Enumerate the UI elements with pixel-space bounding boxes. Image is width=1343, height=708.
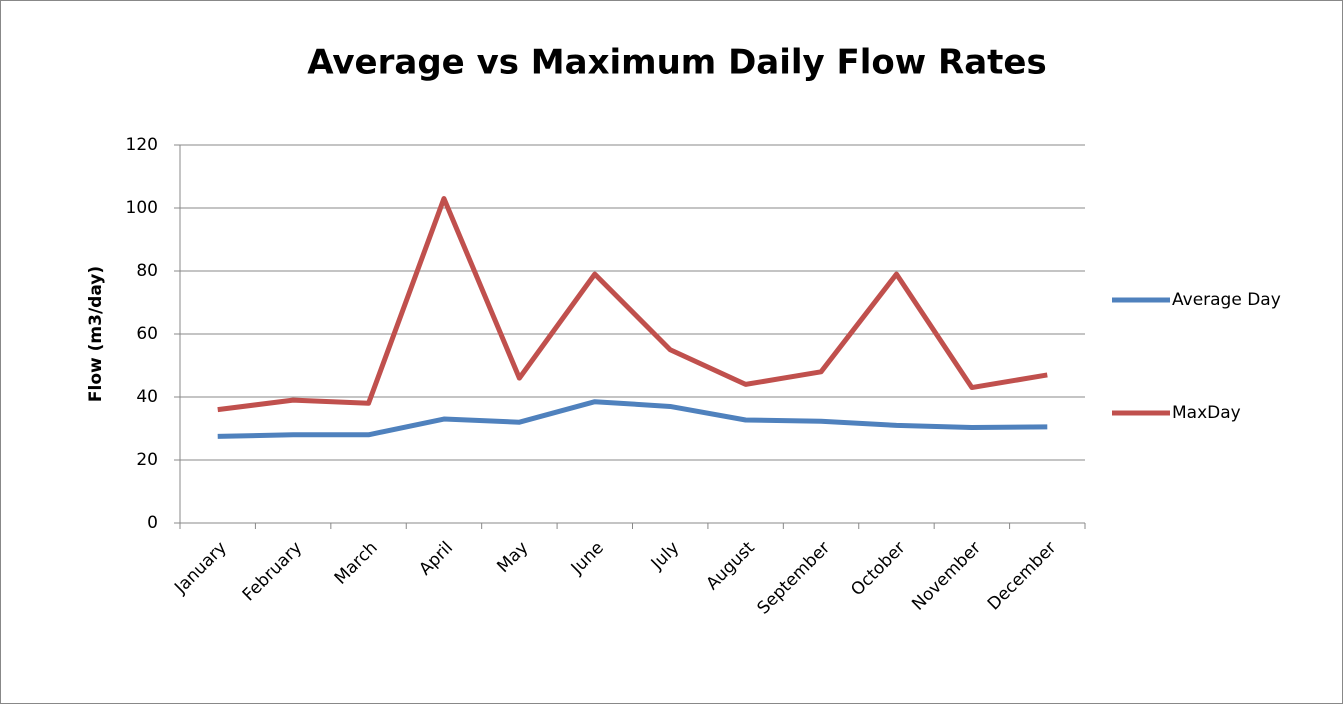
y-tick-label: 60	[136, 324, 158, 344]
y-tick-label: 40	[136, 387, 158, 407]
y-axis-label: Flow (m3/day)	[86, 266, 106, 402]
series-line	[217, 399, 1048, 439]
legend-label: MaxDay	[1172, 403, 1241, 423]
legend-label: Average Day	[1172, 290, 1281, 310]
y-tick-label: 20	[136, 450, 158, 470]
chart-title: Average vs Maximum Daily Flow Rates	[307, 43, 1046, 83]
y-tick-label: 100	[126, 198, 158, 218]
y-tick-label: 0	[147, 513, 158, 533]
y-tick-label: 80	[136, 261, 158, 281]
y-tick-label: 120	[126, 135, 158, 155]
series-line	[217, 196, 1048, 413]
